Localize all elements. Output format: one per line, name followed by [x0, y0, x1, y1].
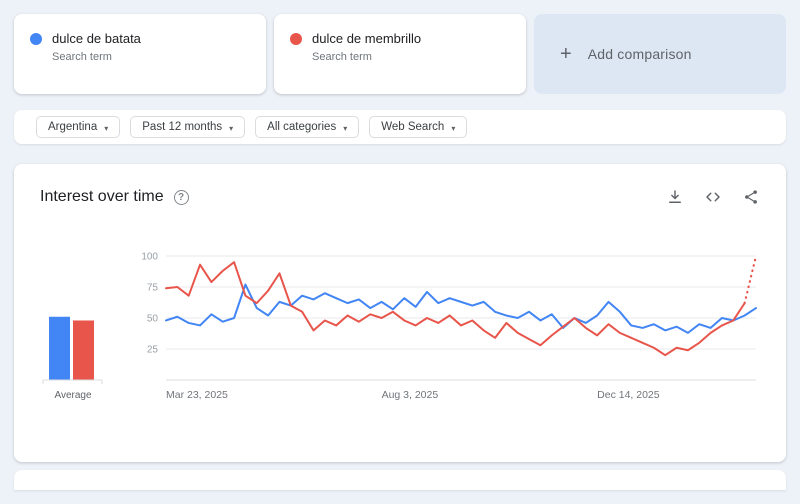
svg-text:50: 50	[147, 314, 159, 325]
interest-line-chart[interactable]: 25 50 75 100 Mar 23, 2025 Aug 3, 2025 Dec 14, …	[130, 238, 764, 423]
embed-icon[interactable]	[704, 188, 722, 206]
filter-search-type-label: Web Search	[381, 121, 445, 133]
term-label: dulce de membrillo	[312, 31, 422, 46]
interest-over-time-card: Interest over time ? Av	[14, 164, 786, 462]
comparison-card-term-2[interactable]: dulce de membrillo Search term	[274, 14, 526, 94]
comparison-card-term-1[interactable]: dulce de batata Search term	[14, 14, 266, 94]
svg-text:Aug 3, 2025: Aug 3, 2025	[382, 389, 439, 401]
filter-time-label: Past 12 months	[142, 121, 223, 133]
filter-category-label: All categories	[267, 121, 337, 133]
filter-geo-label: Argentina	[48, 121, 98, 133]
series-color-dot-blue	[30, 32, 42, 45]
series-color-dot-red	[290, 32, 302, 45]
share-icon[interactable]	[742, 188, 760, 206]
filter-time-dropdown[interactable]: Past 12 months ▾	[130, 116, 246, 138]
download-icon[interactable]	[666, 188, 684, 206]
comparison-row: dulce de batata Search term dulce de mem…	[14, 14, 786, 94]
filter-search-type-dropdown[interactable]: Web Search ▾	[369, 116, 468, 138]
chevron-down-icon: ▾	[229, 123, 234, 133]
svg-text:25: 25	[147, 345, 159, 356]
term-type-label: Search term	[52, 51, 112, 63]
svg-text:Dec 14, 2025: Dec 14, 2025	[597, 389, 660, 401]
svg-text:Mar 23, 2025: Mar 23, 2025	[166, 389, 228, 401]
svg-text:75: 75	[147, 283, 159, 294]
add-comparison-button[interactable]: + Add comparison	[534, 14, 786, 94]
filter-category-dropdown[interactable]: All categories ▾	[255, 116, 360, 138]
next-card-peek	[14, 470, 786, 490]
chevron-down-icon: ▾	[104, 123, 109, 133]
help-icon[interactable]: ?	[173, 189, 189, 205]
svg-text:Average: Average	[54, 390, 92, 401]
add-comparison-label: Add comparison	[587, 46, 692, 62]
average-bar-chart: Average	[42, 316, 103, 401]
chevron-down-icon: ▾	[451, 123, 456, 133]
plus-icon: +	[560, 43, 572, 65]
term-type-label: Search term	[312, 51, 372, 63]
filter-geo-dropdown[interactable]: Argentina ▾	[36, 116, 121, 138]
chevron-down-icon: ▾	[343, 123, 348, 133]
term-label: dulce de batata	[52, 31, 141, 46]
svg-text:100: 100	[141, 252, 158, 263]
chart-title: Interest over time	[40, 188, 164, 205]
filter-bar: Argentina ▾ Past 12 months ▾ All categor…	[14, 110, 786, 144]
